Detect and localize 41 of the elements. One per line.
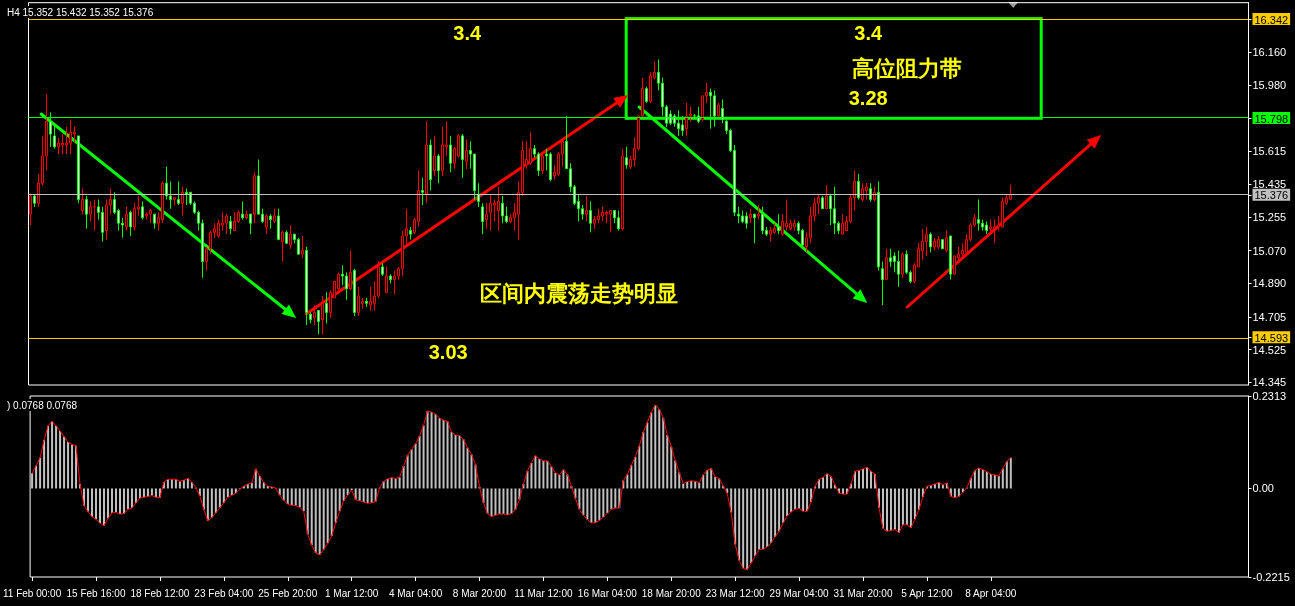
x-tick-label: 11 Mar 12:00 <box>514 587 573 599</box>
y-tick-label: 14.345 <box>1252 376 1287 389</box>
y-tick-label: 15.615 <box>1252 145 1287 158</box>
y-tick-label: 14.593 <box>1254 331 1289 344</box>
annotation: 区间内震荡走势明显 <box>480 280 679 306</box>
annotation: 3.4 <box>453 22 482 44</box>
chart-title: ) 0.0768 0.0768 <box>7 399 78 411</box>
y-tick-label: 0.2313 <box>1252 390 1287 402</box>
y-tick-label: 15.376 <box>1254 189 1289 202</box>
y-tick-label: 15.070 <box>1252 244 1287 257</box>
x-tick-label: 4 Mar 04:00 <box>388 587 443 599</box>
y-tick-label: 15.980 <box>1252 78 1287 91</box>
y-tick-label: 14.890 <box>1252 277 1287 290</box>
annotation: 3.4 <box>854 22 883 44</box>
x-tick-label: 16 Mar 04:00 <box>577 587 638 599</box>
y-tick-label: 16.160 <box>1252 46 1287 59</box>
x-tick-label: 11 Feb 00:00 <box>2 587 62 599</box>
x-tick-label: 23 Feb 04:00 <box>194 587 254 599</box>
x-tick-label: 8 Apr 04:00 <box>965 587 1017 599</box>
x-tick-label: 15 Feb 16:00 <box>66 587 126 599</box>
annotation: 高位阻力带 <box>852 55 963 81</box>
x-tick-label: 18 Mar 20:00 <box>641 587 702 599</box>
y-tick-label: -0.2215 <box>1252 571 1290 583</box>
x-tick-label: 8 Mar 20:00 <box>452 587 507 599</box>
y-tick-label: 0.00 <box>1252 482 1274 495</box>
y-tick-label: 14.705 <box>1252 310 1287 323</box>
y-tick-label: 15.798 <box>1254 112 1289 125</box>
x-tick-label: 5 Apr 12:00 <box>901 587 953 599</box>
y-tick-label: 16.342 <box>1254 13 1289 26</box>
x-tick-label: 31 Mar 20:00 <box>833 587 893 599</box>
y-tick-label: 15.435 <box>1252 178 1287 191</box>
y-tick-label: 15.255 <box>1252 210 1287 223</box>
x-tick-label: 29 Mar 04:00 <box>769 587 829 599</box>
chart-title: H4 15.352 15.432 15.352 15.376 <box>7 6 154 18</box>
x-tick-label: 1 Mar 12:00 <box>324 587 379 599</box>
x-tick-label: 23 Mar 12:00 <box>705 587 766 599</box>
x-tick-label: 18 Feb 12:00 <box>130 587 190 599</box>
x-tick-label: 25 Feb 20:00 <box>258 587 318 599</box>
annotation: 3.03 <box>428 341 468 363</box>
y-tick-label: 14.525 <box>1252 343 1287 356</box>
annotation: 3.28 <box>848 87 888 109</box>
